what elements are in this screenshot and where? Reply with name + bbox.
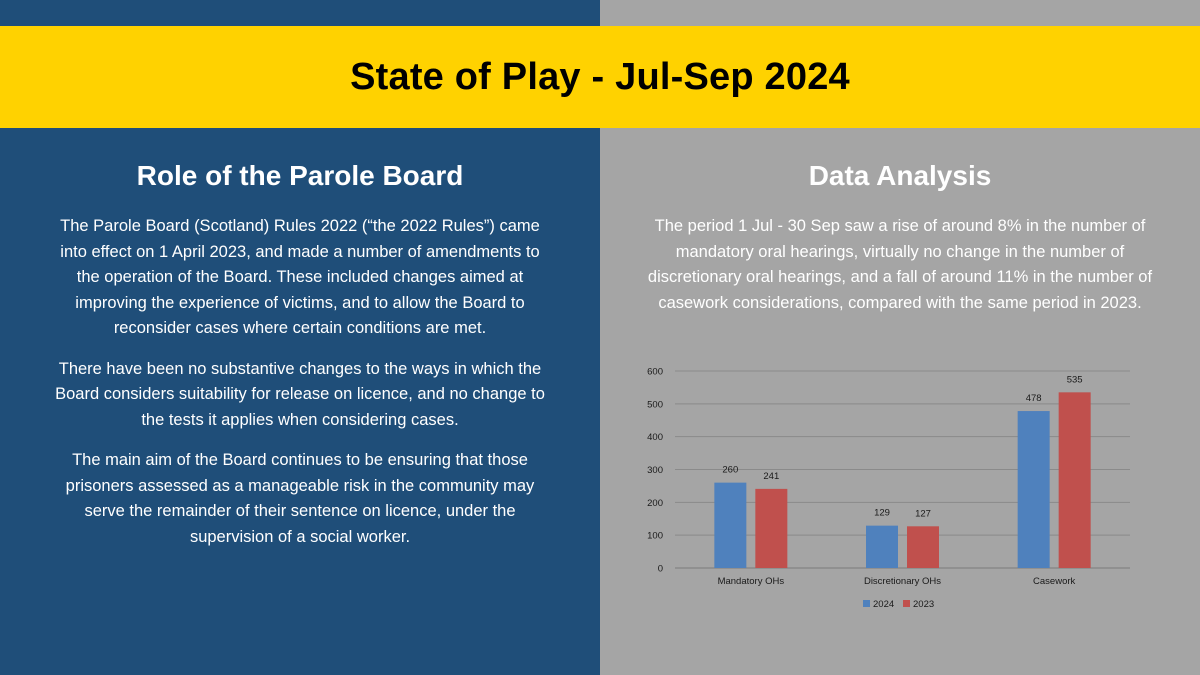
bar-2023	[755, 488, 788, 568]
legend-label: 2023	[913, 599, 934, 610]
x-category-label: Casework	[1033, 576, 1075, 587]
data-label: 127	[915, 508, 931, 519]
role-text: The Parole Board (Scotland) Rules 2022 (…	[50, 214, 550, 565]
analysis-paragraph: The period 1 Jul - 30 Sep saw a rise of …	[647, 217, 1153, 312]
bar-2024	[714, 482, 747, 568]
role-paragraph-2: There have been no substantive changes t…	[55, 359, 545, 429]
data-label: 260	[722, 465, 738, 476]
bar-chart: 0 100 200 300 400 500 600 260 241 Mandatory OHs 12…	[610, 355, 1190, 620]
role-paragraph-3: The main aim of the Board continues to b…	[65, 451, 535, 546]
analysis-text: The period 1 Jul - 30 Sep saw a rise of …	[630, 214, 1170, 316]
y-tick-label: 200	[647, 498, 663, 509]
data-label: 535	[1067, 374, 1083, 385]
x-category-label: Mandatory OHs	[718, 576, 785, 587]
legend-swatch-2024	[863, 600, 870, 607]
title-banner: State of Play - Jul-Sep 2024	[0, 26, 1200, 128]
x-category-label: Discretionary OHs	[864, 576, 941, 587]
y-tick-label: 600	[647, 367, 663, 378]
role-heading: Role of the Parole Board	[136, 160, 464, 191]
legend-swatch-2023	[903, 600, 910, 607]
bar-2024	[1017, 411, 1050, 568]
y-tick-label: 400	[647, 432, 663, 443]
y-tick-label: 500	[647, 399, 663, 410]
bar-2023	[1058, 392, 1091, 568]
role-paragraph-1: The Parole Board (Scotland) Rules 2022 (…	[60, 217, 540, 337]
y-tick-label: 0	[658, 564, 663, 575]
bar-chart-svg: 0 100 200 300 400 500 600 260 241 Mandatory OHs 12…	[647, 367, 1130, 610]
bar-2024	[866, 525, 898, 568]
legend-label: 2024	[873, 599, 894, 610]
page-title: State of Play - Jul-Sep 2024	[350, 55, 850, 98]
data-analysis-heading: Data Analysis	[808, 160, 992, 191]
data-label: 478	[1026, 393, 1042, 404]
y-tick-label: 300	[647, 465, 663, 476]
data-label: 129	[874, 508, 890, 519]
bar-2023	[907, 526, 939, 568]
data-label: 241	[763, 471, 779, 482]
y-tick-label: 100	[647, 531, 663, 542]
